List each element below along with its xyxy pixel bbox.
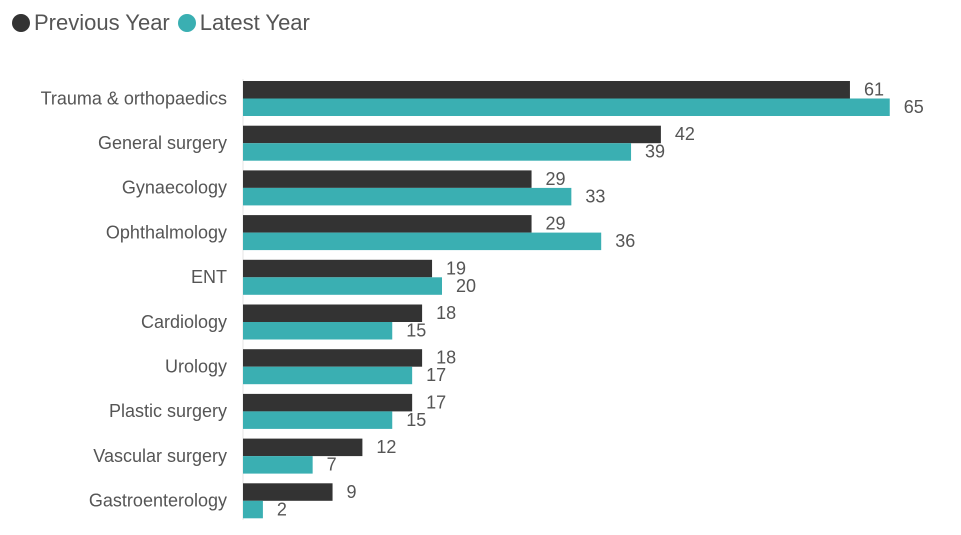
data-label-previous-year-plastic-surgery: 17 xyxy=(426,392,446,412)
legend-item-latest-year: Latest Year xyxy=(177,10,310,36)
bar-previous-year-trauma-and-orthopaedics xyxy=(243,81,850,99)
bar-latest-year-plastic-surgery xyxy=(243,411,393,429)
bar-previous-year-gynaecology xyxy=(243,170,532,188)
data-label-latest-year-cardiology: 15 xyxy=(406,321,426,341)
data-label-latest-year-gastroenterology: 2 xyxy=(277,499,287,519)
bar-previous-year-vascular-surgery xyxy=(243,438,363,457)
data-label-previous-year-urology: 18 xyxy=(436,348,456,368)
legend-label-previous-year: Previous Year xyxy=(34,10,170,35)
bar-latest-year-gastroenterology xyxy=(243,500,263,519)
category-label-gynaecology: Gynaecology xyxy=(122,178,227,198)
category-label-urology: Urology xyxy=(165,356,227,376)
bar-previous-year-urology xyxy=(243,349,423,367)
category-label-vascular-surgery: Vascular surgery xyxy=(93,446,227,466)
legend-swatch-latest-year xyxy=(177,14,196,32)
bar-latest-year-trauma-and-orthopaedics xyxy=(243,98,890,116)
data-label-latest-year-gynaecology: 33 xyxy=(585,186,605,206)
bar-latest-year-ophthalmology xyxy=(243,232,602,251)
data-label-latest-year-trauma-and-orthopaedics: 65 xyxy=(904,97,924,117)
data-label-latest-year-vascular-surgery: 7 xyxy=(327,455,337,475)
legend-swatch-previous-year xyxy=(12,14,30,32)
data-label-latest-year-ophthalmology: 36 xyxy=(615,231,635,251)
data-label-previous-year-gastroenterology: 9 xyxy=(347,482,357,502)
bar-latest-year-ent xyxy=(243,277,442,295)
category-label-trauma-and-orthopaedics: Trauma & orthopaedics xyxy=(41,88,227,108)
data-label-latest-year-general-surgery: 39 xyxy=(645,142,665,162)
category-label-general-surgery: General surgery xyxy=(98,133,227,153)
legend-item-previous-year: Previous Year xyxy=(12,10,170,36)
bar-previous-year-ent xyxy=(243,259,433,278)
bar-latest-year-urology xyxy=(243,366,413,385)
data-label-previous-year-vascular-surgery: 12 xyxy=(376,437,396,457)
category-label-plastic-surgery: Plastic surgery xyxy=(109,401,227,421)
data-label-previous-year-gynaecology: 29 xyxy=(546,169,566,189)
data-label-latest-year-plastic-surgery: 15 xyxy=(406,410,426,430)
category-label-gastroenterology: Gastroenterology xyxy=(89,491,227,511)
chart-legend: Previous Year Latest Year xyxy=(12,8,318,38)
bar-previous-year-ophthalmology xyxy=(243,215,532,233)
data-label-previous-year-general-surgery: 42 xyxy=(675,124,695,144)
bar-latest-year-vascular-surgery xyxy=(243,456,313,474)
category-label-cardiology: Cardiology xyxy=(141,312,227,332)
data-label-previous-year-ophthalmology: 29 xyxy=(546,214,566,234)
bar-previous-year-plastic-surgery xyxy=(243,393,413,412)
data-label-previous-year-cardiology: 18 xyxy=(436,303,456,323)
bar-previous-year-cardiology xyxy=(243,304,423,322)
data-label-previous-year-ent: 19 xyxy=(446,258,466,278)
bar-previous-year-general-surgery xyxy=(243,125,661,144)
legend-label-latest-year: Latest Year xyxy=(199,10,310,35)
bar-latest-year-cardiology xyxy=(243,322,393,340)
data-label-previous-year-trauma-and-orthopaedics: 61 xyxy=(864,80,884,100)
bar-previous-year-gastroenterology xyxy=(243,483,333,501)
category-label-ophthalmology: Ophthalmology xyxy=(106,222,227,242)
data-label-latest-year-ent: 20 xyxy=(456,276,476,296)
bar-latest-year-general-surgery xyxy=(243,143,632,161)
data-label-latest-year-urology: 17 xyxy=(426,365,446,385)
category-label-ent: ENT xyxy=(191,267,227,287)
bar-latest-year-gynaecology xyxy=(243,187,572,206)
